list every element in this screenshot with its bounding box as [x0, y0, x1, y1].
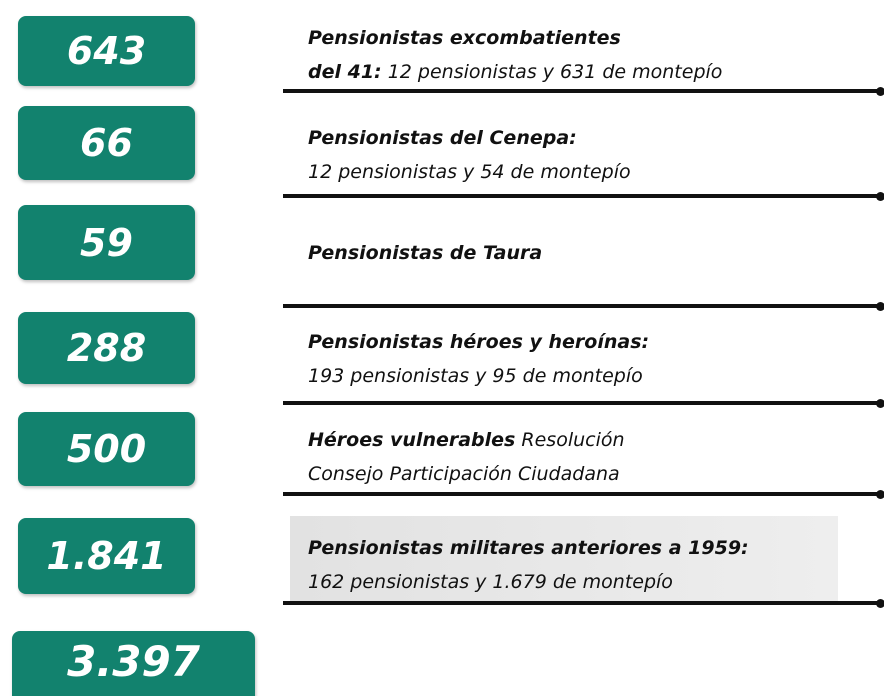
text: 12 pensionistas y 631 de montepío [381, 61, 723, 83]
separator-dot [876, 192, 884, 201]
text: 193 pensionistas y 95 de montepío [308, 365, 643, 387]
text: 162 pensionistas y 1.679 de montepío [308, 571, 673, 593]
number-box: 66 [18, 106, 195, 180]
separator-line [283, 401, 880, 405]
text-line: 12 pensionistas y 54 de montepío [308, 155, 631, 189]
separator-dot [876, 490, 884, 499]
text: Resolución [515, 429, 625, 451]
bold-text: del 41: [308, 61, 382, 83]
separator-dot [876, 599, 884, 608]
description: Héroes vulnerables Resolución Consejo Par… [308, 423, 625, 491]
number-box: 59 [18, 205, 195, 280]
bold-text: Pensionistas de Taura [308, 242, 543, 264]
text-line: Héroes vulnerables Resolución [308, 423, 625, 457]
bold-text: Pensionistas militares anteriores a 1959… [308, 537, 749, 559]
description: Pensionistas militares anteriores a 1959… [308, 531, 749, 599]
text-line: Pensionistas héroes y heroínas: [308, 325, 649, 359]
separator-dot [876, 87, 884, 96]
number-box: 288 [18, 312, 195, 384]
highlight-panel [290, 516, 838, 604]
separator-dot [876, 302, 884, 311]
text-line: del 41: 12 pensionistas y 631 de montepí… [308, 55, 722, 89]
separator-line [283, 194, 880, 198]
separator-line [283, 89, 880, 93]
text-line: Pensionistas excombatientes [308, 21, 722, 55]
text-line: 193 pensionistas y 95 de montepío [308, 359, 649, 393]
text-line: 162 pensionistas y 1.679 de montepío [308, 565, 749, 599]
separator-line [283, 304, 880, 308]
description: Pensionistas héroes y heroínas: 193 pensi… [308, 325, 649, 393]
bold-text: Pensionistas excombatientes [308, 27, 621, 49]
number-box: 643 [18, 16, 195, 86]
text-line: Pensionistas militares anteriores a 1959… [308, 531, 749, 565]
description: Pensionistas del Cenepa: 12 pensionistas … [308, 121, 631, 189]
bold-text: Pensionistas héroes y heroínas: [308, 331, 650, 353]
number-box: 500 [18, 412, 195, 486]
separator-line [283, 601, 880, 605]
separator-dot [876, 399, 884, 408]
description: Pensionistas de Taura [308, 236, 542, 270]
text-line: Pensionistas del Cenepa: [308, 121, 631, 155]
number-box: 1.841 [18, 518, 195, 594]
text: Consejo Participación Ciudadana [308, 463, 620, 485]
text-line: Consejo Participación Ciudadana [308, 457, 625, 491]
text-line: Pensionistas de Taura [308, 236, 542, 270]
description: Pensionistas excombatientes del 41: 12 pe… [308, 21, 722, 89]
separator-line [283, 492, 880, 496]
text: 12 pensionistas y 54 de montepío [308, 161, 631, 183]
bold-text: Pensionistas del Cenepa: [308, 127, 577, 149]
bold-text: Héroes vulnerables [308, 429, 516, 451]
total-box: 3.397 [12, 631, 255, 696]
